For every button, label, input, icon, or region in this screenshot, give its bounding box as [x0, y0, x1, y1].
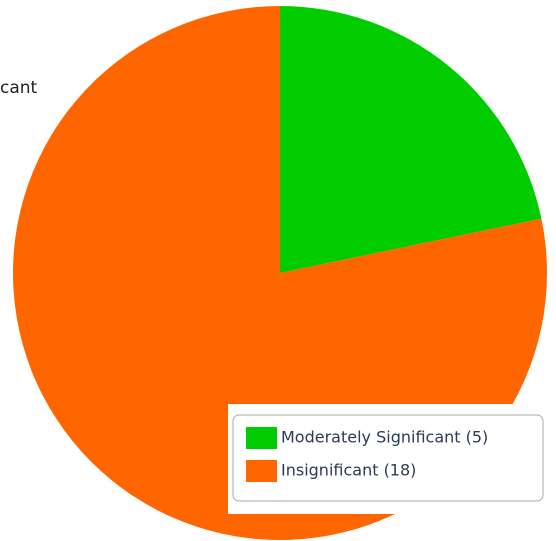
- pie-slice: [280, 6, 542, 273]
- legend-swatch: [246, 427, 277, 449]
- legend-swatch: [246, 460, 277, 482]
- slice-label: cant: [0, 78, 38, 98]
- legend-label: Insignificant (18): [281, 461, 416, 480]
- legend: Moderately Significant (5) Insignificant …: [228, 404, 556, 514]
- legend-box: [232, 414, 544, 502]
- legend-label: Moderately Significant (5): [281, 428, 488, 447]
